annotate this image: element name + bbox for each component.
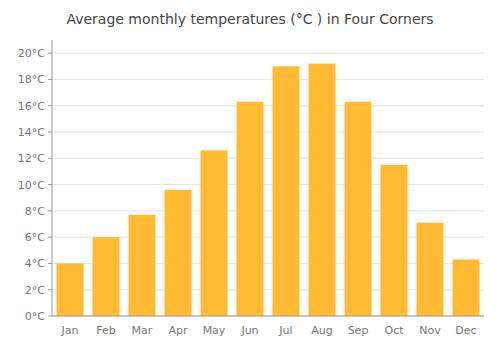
y-tick-label: 16°C (18, 100, 45, 113)
x-tick-label: May (203, 324, 226, 337)
bar (381, 165, 408, 316)
y-tick (48, 289, 52, 290)
bar (453, 259, 480, 316)
y-tick (48, 158, 52, 159)
y-tick (48, 237, 52, 238)
bar (57, 263, 84, 316)
y-tick-label: 2°C (25, 284, 45, 297)
y-tick (48, 184, 52, 185)
y-tick (48, 132, 52, 133)
y-tick (48, 263, 52, 264)
grid (52, 53, 484, 316)
bars (57, 64, 480, 316)
y-tick-label: 4°C (25, 257, 45, 270)
bar (93, 237, 120, 316)
x-tick-label: Apr (168, 324, 188, 337)
x-tick-label: Nov (419, 324, 441, 337)
bar (129, 215, 156, 316)
y-tick-label: 14°C (18, 126, 45, 139)
y-tick-label: 0°C (25, 310, 45, 323)
x-tick-label: Oct (384, 324, 404, 337)
x-tick-label: Jul (278, 324, 292, 337)
x-tick-label: Jan (61, 324, 79, 337)
grid-line (52, 316, 484, 317)
title: Average monthly temperatures (°C ) in Fo… (66, 11, 433, 27)
grid-line (52, 79, 484, 80)
grid-line (52, 105, 484, 106)
y-tick (48, 316, 52, 317)
grid-line (52, 158, 484, 159)
chart: Average monthly temperatures (°C ) in Fo… (0, 0, 500, 350)
y-tick-label: 18°C (18, 73, 45, 86)
bar (165, 190, 192, 316)
bar (237, 102, 264, 316)
grid-line (52, 132, 484, 133)
grid-line (52, 53, 484, 54)
y-tick (48, 79, 52, 80)
x-tick-label: Feb (96, 324, 115, 337)
y-tick-label: 12°C (18, 152, 45, 165)
bar (201, 150, 228, 316)
x-axis-line (52, 316, 484, 317)
bar (309, 64, 336, 316)
y-tick-label: 8°C (25, 205, 45, 218)
y-axis: 0°C 2°C 4°C 6°C 8°C 10°C 12°C 14°C 16°C 18°C 20°C (18, 47, 52, 323)
bar (417, 223, 444, 316)
x-tick-label: Mar (132, 324, 153, 337)
bar (273, 66, 300, 316)
y-tick (48, 53, 52, 54)
y-tick-label: 6°C (25, 231, 45, 244)
y-axis-line (52, 40, 53, 316)
x-tick-label: Sep (348, 324, 369, 337)
grid-line (52, 184, 484, 185)
x-axis: Jan Feb Mar Apr May Jun Jul Aug Sep Oct Nov Dec (61, 324, 477, 337)
y-tick (48, 210, 52, 211)
x-tick-label: Dec (455, 324, 476, 337)
y-tick-label: 10°C (18, 179, 45, 192)
x-tick-label: Aug (311, 324, 332, 337)
y-tick-label: 20°C (18, 47, 45, 60)
grid-line (52, 210, 484, 211)
y-tick (48, 105, 52, 106)
x-tick-label: Jun (240, 324, 258, 337)
bar (345, 102, 372, 316)
